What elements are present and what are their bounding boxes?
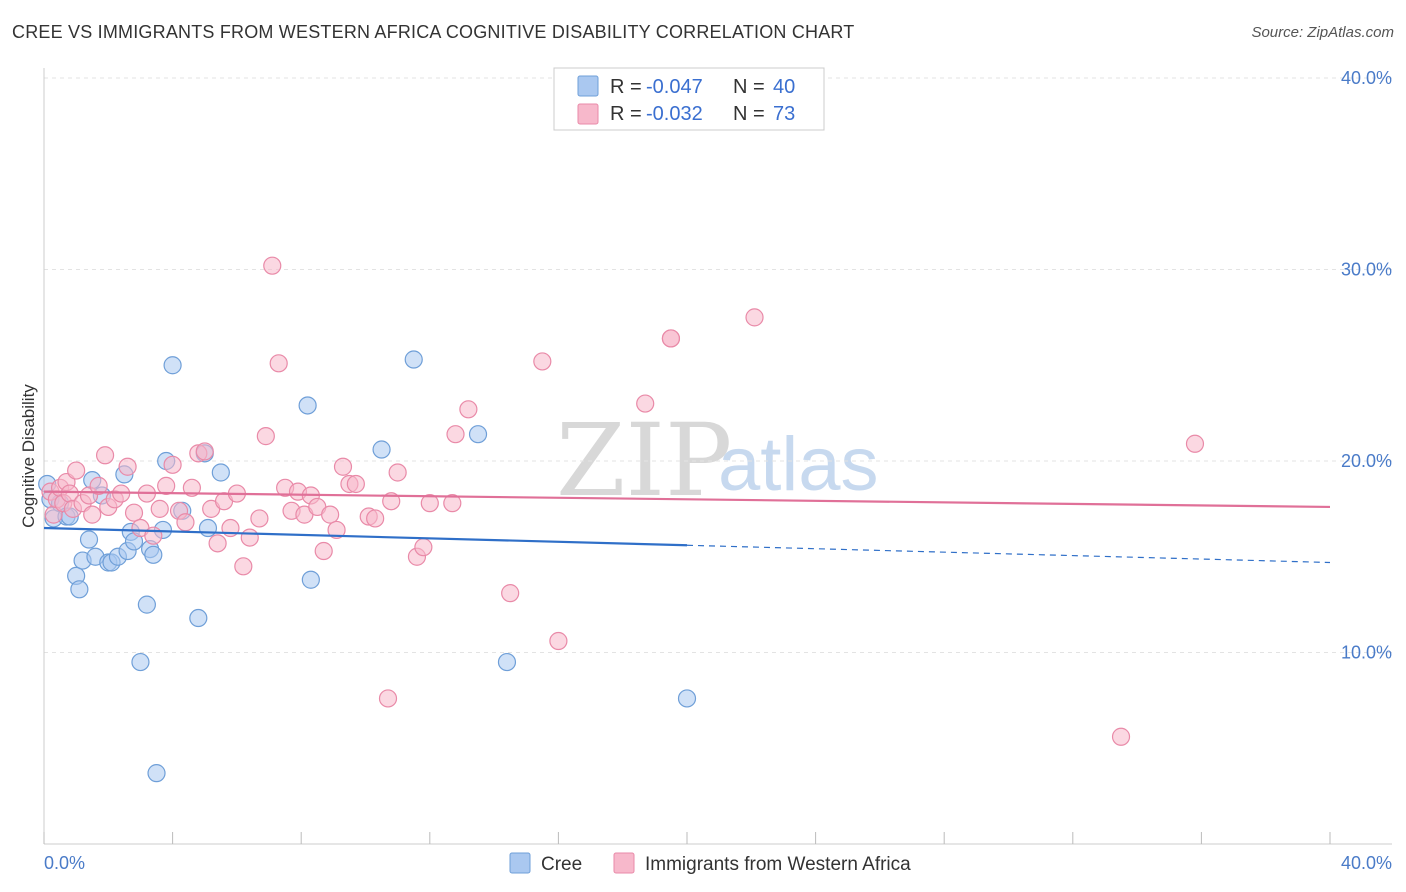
data-point — [468, 425, 488, 444]
bottom-legend-swatch-cree — [509, 852, 531, 874]
legend-r-label-cree: R = — [610, 76, 642, 98]
data-point — [79, 530, 99, 549]
data-point — [745, 308, 764, 327]
data-point — [414, 538, 433, 557]
trend-line-1 — [43, 490, 1331, 509]
data-point — [263, 256, 282, 275]
y-tick-label: 30.0% — [1341, 260, 1392, 280]
data-point — [333, 457, 353, 476]
data-point — [446, 425, 465, 444]
data-point — [118, 457, 137, 476]
data-point — [211, 463, 230, 482]
data-point — [195, 442, 214, 461]
data-point — [388, 463, 407, 482]
series-legend: Cree Immigrants from Western Africa — [509, 852, 911, 875]
data-point — [176, 513, 195, 532]
data-point — [250, 509, 269, 528]
data-point — [95, 446, 115, 465]
chart-title: CREE VS IMMIGRANTS FROM WESTERN AFRICA C… — [12, 22, 855, 42]
series-layer — [38, 256, 1331, 783]
data-point — [366, 509, 385, 528]
correlation-legend: R = -0.047 N = 40 R = -0.032 N = 73 — [553, 67, 825, 131]
trend-line-extension-0 — [686, 544, 1331, 564]
data-point — [256, 427, 275, 446]
watermark-atlas: atlas — [718, 422, 879, 507]
data-point — [1111, 727, 1131, 746]
data-point — [301, 570, 320, 589]
x-axis-ticks — [43, 832, 1331, 844]
legend-n-value-western-africa: 73 — [773, 103, 795, 125]
data-point — [131, 652, 150, 672]
data-point — [497, 652, 517, 672]
data-point — [150, 499, 169, 518]
bottom-legend-label-western-africa: Immigrants from Western Africa — [645, 854, 911, 875]
legend-swatch-cree — [577, 75, 599, 97]
trend-line-0 — [43, 526, 688, 547]
data-point — [137, 595, 156, 614]
data-point — [549, 631, 568, 651]
y-tick-labels: 10.0% 20.0% 30.0% 40.0% — [1341, 68, 1392, 663]
data-point — [298, 396, 317, 415]
legend-r-value-western-africa: -0.032 — [646, 103, 703, 125]
legend-r-value-cree: -0.047 — [646, 76, 703, 98]
data-point — [459, 400, 478, 419]
legend-r-label-western-africa: R = — [610, 103, 642, 125]
legend-box — [553, 67, 825, 131]
data-point — [147, 764, 166, 783]
data-point — [1185, 434, 1205, 453]
data-point — [163, 455, 182, 474]
data-point — [443, 494, 462, 513]
x-tick-label-min: 0.0% — [44, 853, 85, 873]
legend-n-value-cree: 40 — [773, 76, 795, 98]
data-point — [327, 520, 346, 540]
data-point — [636, 394, 655, 413]
y-tick-label: 40.0% — [1341, 68, 1392, 88]
data-point — [89, 476, 108, 495]
data-point — [378, 689, 398, 708]
data-point — [67, 461, 86, 480]
data-point — [182, 478, 201, 497]
data-point — [234, 557, 253, 576]
data-point — [677, 689, 697, 708]
data-point — [661, 329, 681, 348]
data-point — [420, 494, 439, 513]
data-point — [321, 505, 340, 524]
data-point — [208, 534, 227, 553]
data-point — [372, 440, 391, 459]
data-point — [346, 474, 365, 494]
data-point — [198, 518, 218, 538]
y-tick-label: 20.0% — [1341, 451, 1392, 471]
bottom-legend-label-cree: Cree — [541, 854, 582, 875]
legend-swatch-western-africa — [577, 103, 599, 125]
y-axis-label: Cognitive Disability — [19, 384, 38, 528]
data-point — [269, 354, 288, 373]
data-point — [501, 584, 520, 603]
chart-source: Source: ZipAtlas.com — [1251, 24, 1394, 41]
data-point — [163, 356, 182, 375]
data-point — [404, 350, 423, 369]
y-tick-label: 10.0% — [1341, 643, 1392, 663]
data-point — [314, 541, 333, 561]
data-point — [144, 545, 163, 564]
bottom-legend-swatch-western-africa — [613, 852, 635, 874]
data-point — [189, 608, 208, 628]
data-point — [70, 580, 89, 599]
data-point — [124, 503, 144, 522]
x-tick-label-max: 40.0% — [1341, 853, 1392, 873]
data-point — [533, 352, 552, 371]
legend-n-label-cree: N = — [733, 76, 765, 98]
data-point — [240, 528, 259, 547]
data-point — [157, 476, 176, 495]
legend-n-label-western-africa: N = — [733, 103, 765, 125]
data-point — [382, 492, 401, 511]
data-point — [83, 505, 102, 524]
